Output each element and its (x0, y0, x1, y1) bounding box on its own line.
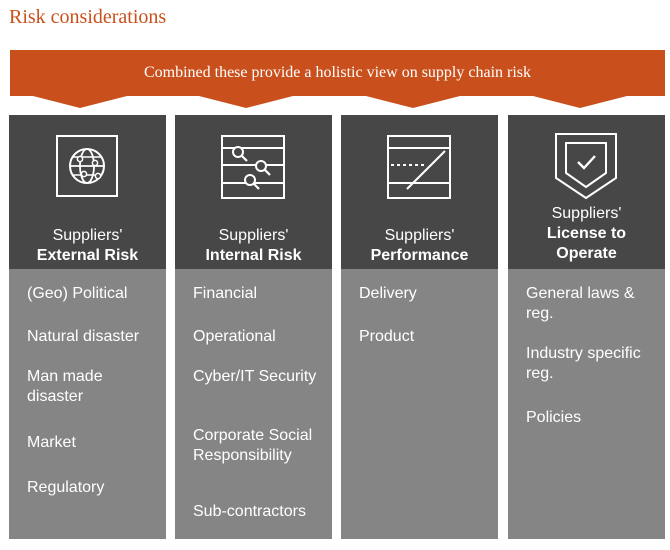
banner-shape (10, 50, 665, 108)
list-item: Cyber/IT Security (193, 368, 317, 385)
column-title: Suppliers' License to Operate (508, 204, 665, 264)
column-internal-risk: Suppliers' Internal Risk Financial Opera… (175, 115, 332, 539)
list-item: Sub-contractors (193, 503, 306, 520)
column-title-line1: Suppliers' (384, 227, 455, 244)
column-title-line3: Operate (556, 245, 617, 262)
column-body: General laws & reg. Industry specific re… (508, 269, 665, 539)
column-title-line2: Performance (370, 247, 469, 264)
summary-banner: Combined these provide a holistic view o… (10, 50, 665, 108)
list-item: Natural disaster (27, 328, 140, 345)
column-header: Suppliers' Performance (341, 115, 498, 269)
shield-check-icon (555, 133, 617, 200)
list-item: Policies (526, 409, 582, 426)
list-item: Delivery (359, 285, 417, 302)
list-item: (Geo) Political (27, 285, 128, 302)
column-external-risk: Suppliers' External Risk (Geo) Political… (9, 115, 166, 539)
list-item: Corporate Social Responsibility (193, 427, 313, 464)
list-item: Regulatory (27, 479, 105, 496)
list-item: Industry specific reg. (526, 345, 641, 382)
column-title: Suppliers' External Risk (9, 226, 166, 266)
column-title-line1: Suppliers' (218, 227, 289, 244)
magnifier-sliders-icon (221, 135, 285, 199)
column-body: (Geo) Political Natural disaster Man mad… (9, 269, 166, 539)
list-item: Financial (193, 285, 258, 302)
column-title-line1: Suppliers' (52, 227, 123, 244)
globe-icon (56, 135, 118, 197)
list-item: Product (359, 328, 415, 345)
list-item: General laws & reg. (526, 285, 635, 322)
column-license-to-operate: Suppliers' License to Operate General la… (508, 115, 665, 539)
list-item: Operational (193, 328, 276, 345)
column-header: Suppliers' Internal Risk (175, 115, 332, 269)
list-item: Man made disaster (27, 368, 103, 405)
banner-text: Combined these provide a holistic view o… (143, 64, 532, 81)
column-performance: Suppliers' Performance Delivery Product (341, 115, 498, 539)
column-title-line2: Internal Risk (205, 247, 302, 264)
column-title: Suppliers' Performance (341, 226, 498, 266)
column-body: Financial Operational Cyber/IT Security … (175, 269, 332, 539)
column-title-line1: Suppliers' (551, 205, 622, 222)
column-title-line2: License to (546, 225, 627, 242)
column-header: Suppliers' External Risk (9, 115, 166, 269)
list-item: Market (27, 434, 76, 451)
column-body: Delivery Product (341, 269, 498, 539)
column-title-line2: External Risk (36, 247, 139, 264)
column-title: Suppliers' Internal Risk (175, 226, 332, 266)
performance-chart-icon (387, 135, 451, 199)
page-title: Risk considerations (9, 6, 167, 28)
column-header: Suppliers' License to Operate (508, 115, 665, 269)
